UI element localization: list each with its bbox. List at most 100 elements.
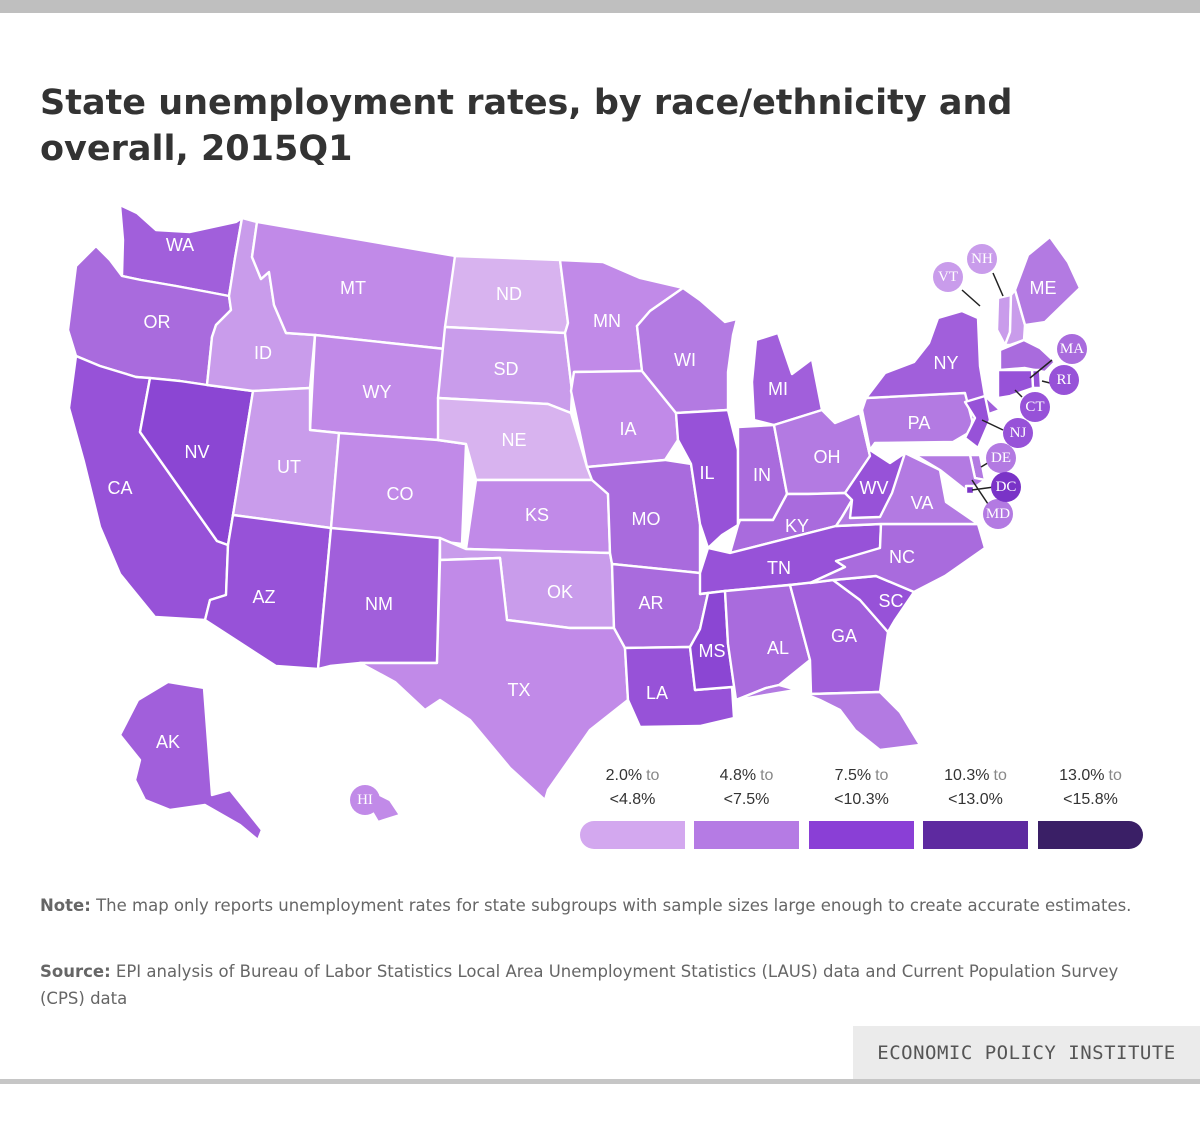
- legend-bin-1-label: 2.0% to <4.8%: [580, 764, 685, 812]
- legend-swatch-5: [1038, 821, 1143, 849]
- state-label-fl: FL: [814, 706, 835, 726]
- legend-bin-3-to-word: to: [875, 767, 889, 784]
- state-label-wy: WY: [363, 382, 392, 402]
- legend-bin-2-label: 4.8% to <7.5%: [694, 764, 799, 812]
- state-label-nc: NC: [889, 547, 915, 567]
- state-co[interactable]: [329, 431, 468, 546]
- legend-bin-5-from: 13.0%: [1059, 767, 1105, 784]
- state-label-wv: WV: [860, 478, 889, 498]
- legend-bin-5-to: <15.8%: [1063, 791, 1118, 808]
- state-label-id: ID: [254, 343, 272, 363]
- state-label-me: ME: [1030, 278, 1057, 298]
- state-label-or: OR: [144, 312, 171, 332]
- state-label-ma: MA: [1060, 341, 1084, 357]
- state-ny[interactable]: [864, 309, 1002, 422]
- state-wi[interactable]: [635, 286, 739, 415]
- legend: 2.0% to <4.8% 4.8% to <7.5% 7.5% to <10.3% …: [580, 764, 1150, 854]
- state-label-ia: IA: [619, 419, 636, 439]
- state-label-vt: VT: [938, 269, 958, 285]
- state-label-de: DE: [991, 450, 1011, 466]
- bubble-ct[interactable]: [1020, 392, 1050, 422]
- top-rule: [0, 0, 1200, 13]
- bubble-ma[interactable]: [1057, 334, 1087, 364]
- state-md[interactable]: [913, 453, 987, 494]
- state-tx[interactable]: [358, 556, 630, 802]
- state-label-mn: MN: [593, 311, 621, 331]
- state-label-il: IL: [699, 463, 714, 483]
- state-label-md: MD: [986, 506, 1010, 522]
- legend-bin-4-to: <13.0%: [948, 791, 1003, 808]
- us-state-map: VT NH MA RI CT NJ DE MD DC HI WA OR CA NV ID MT WY UT CO A…: [66, 203, 1087, 842]
- state-label-oh: OH: [814, 447, 841, 467]
- state-label-al: AL: [767, 638, 789, 658]
- source-text: EPI analysis of Bureau of Labor Statisti…: [40, 962, 1119, 1008]
- state-label-ri: RI: [1057, 372, 1072, 388]
- state-label-ok: OK: [547, 582, 573, 602]
- state-label-la: LA: [646, 683, 668, 703]
- leader-line-ct: [1014, 389, 1023, 398]
- bubble-vt[interactable]: [933, 262, 963, 292]
- bubble-hi[interactable]: [350, 785, 380, 815]
- state-label-sd: SD: [493, 359, 518, 379]
- bottom-rule: [0, 1079, 1200, 1084]
- state-label-co: CO: [387, 484, 414, 504]
- leader-line-nh: [992, 272, 1004, 297]
- state-label-nd: ND: [496, 284, 522, 304]
- leader-line-dc: [971, 486, 995, 491]
- state-label-mo: MO: [632, 509, 661, 529]
- state-label-tx: TX: [507, 680, 530, 700]
- state-label-nm: NM: [365, 594, 393, 614]
- state-ct[interactable]: [996, 368, 1035, 400]
- epi-logo: ECONOMIC POLICY INSTITUTE: [853, 1026, 1200, 1079]
- bubble-de[interactable]: [986, 443, 1016, 473]
- state-nj[interactable]: [963, 394, 992, 450]
- legend-bin-3-to: <10.3%: [834, 791, 889, 808]
- bubble-dc[interactable]: [991, 472, 1021, 502]
- bubble-ri[interactable]: [1049, 365, 1079, 395]
- state-label-nv: NV: [184, 442, 209, 462]
- state-label-va: VA: [911, 493, 934, 513]
- source-label: Source:: [40, 962, 111, 981]
- source: Source: EPI analysis of Bureau of Labor …: [40, 958, 1150, 1012]
- state-label-mi: MI: [768, 379, 788, 399]
- state-label-tn: TN: [767, 558, 791, 578]
- state-label-hi: HI: [357, 792, 373, 808]
- state-label-ks: KS: [525, 505, 549, 525]
- legend-swatch-2: [694, 821, 799, 849]
- state-label-sc: SC: [878, 591, 903, 611]
- state-label-ak: AK: [156, 732, 180, 752]
- state-fl[interactable]: [734, 683, 922, 752]
- note: Note: The map only reports unemployment …: [40, 892, 1150, 919]
- bubble-nh[interactable]: [967, 244, 997, 274]
- note-text: The map only reports unemployment rates …: [90, 896, 1132, 915]
- legend-bin-4-from: 10.3%: [944, 767, 990, 784]
- legend-bin-1-to-word: to: [646, 767, 660, 784]
- bubble-md[interactable]: [983, 499, 1013, 529]
- state-label-az: AZ: [252, 587, 275, 607]
- state-label-ms: MS: [699, 641, 726, 661]
- state-label-ny: NY: [933, 353, 958, 373]
- leader-line-ma: [1029, 359, 1053, 379]
- chart-title: State unemployment rates, by race/ethnic…: [40, 83, 1013, 169]
- state-label-mt: MT: [340, 278, 366, 298]
- state-wv[interactable]: [843, 411, 907, 520]
- bubble-nj[interactable]: [1003, 418, 1033, 448]
- state-label-ut: UT: [277, 457, 301, 477]
- state-dc[interactable]: [964, 484, 976, 496]
- state-label-wi: WI: [674, 350, 696, 370]
- legend-bin-3-from: 7.5%: [834, 767, 872, 784]
- legend-bin-4-label: 10.3% to <13.0%: [923, 764, 1028, 812]
- state-ak[interactable]: [118, 680, 264, 842]
- state-nc[interactable]: [808, 522, 987, 594]
- legend-bin-5-label: 13.0% to <15.8%: [1038, 764, 1143, 812]
- state-il[interactable]: [674, 408, 740, 550]
- legend-swatch-3: [809, 821, 914, 849]
- state-label-pa: PA: [908, 413, 931, 433]
- state-me[interactable]: [1013, 235, 1082, 327]
- leader-line-ri: [1041, 380, 1051, 384]
- state-label-in: IN: [753, 465, 771, 485]
- legend-bin-2-to: <7.5%: [723, 791, 770, 808]
- state-label-ca: CA: [107, 478, 132, 498]
- state-label-ct: CT: [1025, 399, 1044, 415]
- state-label-nh: NH: [971, 251, 993, 267]
